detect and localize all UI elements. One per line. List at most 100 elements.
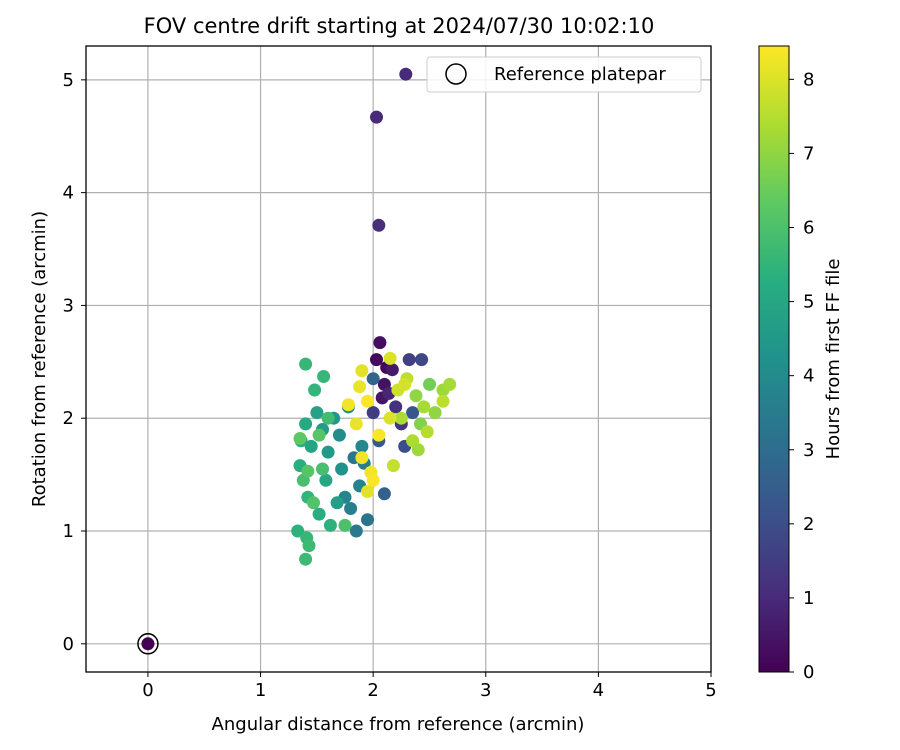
data-point [372, 218, 386, 232]
y-tick-label: 2 [63, 408, 74, 429]
data-point [316, 462, 329, 476]
y-tick-label: 0 [63, 634, 74, 655]
data-point [411, 443, 425, 457]
data-point [307, 496, 320, 510]
data-point [299, 357, 313, 371]
data-point [409, 389, 423, 403]
data-point [302, 539, 316, 553]
data-point [372, 428, 386, 442]
data-point [299, 417, 313, 431]
data-point [355, 364, 369, 378]
data-point [383, 351, 397, 365]
colorbar-tick-label: 3 [803, 440, 814, 461]
data-point [355, 451, 369, 465]
colorbar-tick-label: 2 [803, 514, 814, 535]
data-point [361, 513, 374, 527]
data-point [321, 445, 335, 459]
data-point [386, 459, 400, 473]
legend: Reference platepar [426, 56, 702, 93]
colorbar-tick-label: 6 [803, 218, 814, 239]
data-point [323, 518, 337, 532]
y-axis-label: Rotation from reference (arcmin) [29, 211, 50, 507]
reference-point-dot [141, 637, 155, 651]
data-point [353, 380, 367, 394]
y-axis-ticks: 0 1 2 3 4 5 [63, 70, 86, 655]
data-point [330, 496, 344, 510]
data-point [361, 394, 374, 408]
data-point [399, 67, 413, 81]
chart-title: FOV centre drift starting at 2024/07/30 … [144, 14, 655, 38]
colorbar-tick-label: 0 [803, 662, 814, 683]
data-point [299, 552, 313, 566]
data-point [349, 524, 363, 538]
data-point [377, 487, 391, 501]
x-axis-ticks: 0 1 2 3 4 5 [142, 672, 717, 701]
colorbar-gradient [758, 45, 790, 673]
colorbar-tick-label: 8 [803, 69, 814, 90]
data-point [301, 464, 315, 478]
data-point [406, 406, 420, 420]
data-point [402, 353, 416, 367]
data-point [366, 473, 380, 487]
legend-marker-icon [445, 63, 467, 85]
x-tick-label: 5 [705, 680, 716, 701]
data-point [341, 398, 355, 412]
data-point [332, 428, 346, 442]
data-points [291, 67, 457, 566]
data-point [373, 336, 387, 350]
data-point [355, 439, 369, 453]
data-point [423, 377, 436, 391]
data-point [344, 502, 358, 515]
data-point [383, 411, 397, 425]
data-point [415, 353, 429, 367]
legend-label: Reference platepar [494, 64, 666, 85]
y-tick-label: 3 [63, 295, 74, 316]
data-point [370, 110, 383, 124]
x-tick-label: 3 [480, 680, 491, 701]
reference-point [137, 633, 159, 655]
legend-box [426, 56, 702, 93]
x-tick-label: 0 [142, 680, 153, 701]
data-point [312, 507, 326, 521]
x-tick-label: 4 [593, 680, 604, 701]
data-point [361, 485, 374, 498]
data-point [317, 370, 331, 383]
colorbar-label: Hours from first FF file [823, 259, 844, 460]
data-point [312, 428, 326, 442]
data-point [338, 518, 352, 532]
colorbar-ticks: 0 1 2 3 4 5 6 7 8 [789, 69, 814, 683]
data-point [293, 432, 307, 445]
x-tick-label: 2 [367, 680, 378, 701]
plot-frame [85, 45, 712, 673]
data-point [319, 473, 333, 487]
data-point [321, 411, 335, 425]
colorbar-tick-label: 5 [803, 292, 814, 313]
data-point [370, 353, 383, 367]
colorbar: 0 1 2 3 4 5 6 7 8 Hours from first FF file [758, 45, 844, 683]
data-point [417, 400, 431, 414]
y-tick-label: 4 [63, 183, 74, 204]
data-point [291, 524, 305, 538]
y-tick-label: 5 [63, 70, 74, 91]
data-point [389, 400, 403, 414]
data-point [304, 439, 318, 453]
y-tick-label: 1 [63, 521, 74, 542]
reference-point-ring [137, 633, 159, 655]
data-point [349, 417, 363, 431]
data-point [394, 411, 408, 425]
colorbar-tick-label: 7 [803, 143, 814, 164]
data-point [398, 377, 412, 391]
data-point [310, 406, 324, 420]
data-point [436, 394, 450, 408]
data-point [335, 462, 349, 476]
data-point [385, 363, 399, 377]
colorbar-tick-label: 1 [803, 588, 814, 609]
x-axis-label: Angular distance from reference (arcmin) [212, 714, 585, 735]
x-tick-label: 1 [255, 680, 266, 701]
colorbar-tick-label: 4 [803, 366, 814, 387]
data-point [420, 425, 434, 439]
data-point [366, 406, 380, 420]
grid-lines [86, 46, 712, 672]
data-point [366, 372, 380, 386]
